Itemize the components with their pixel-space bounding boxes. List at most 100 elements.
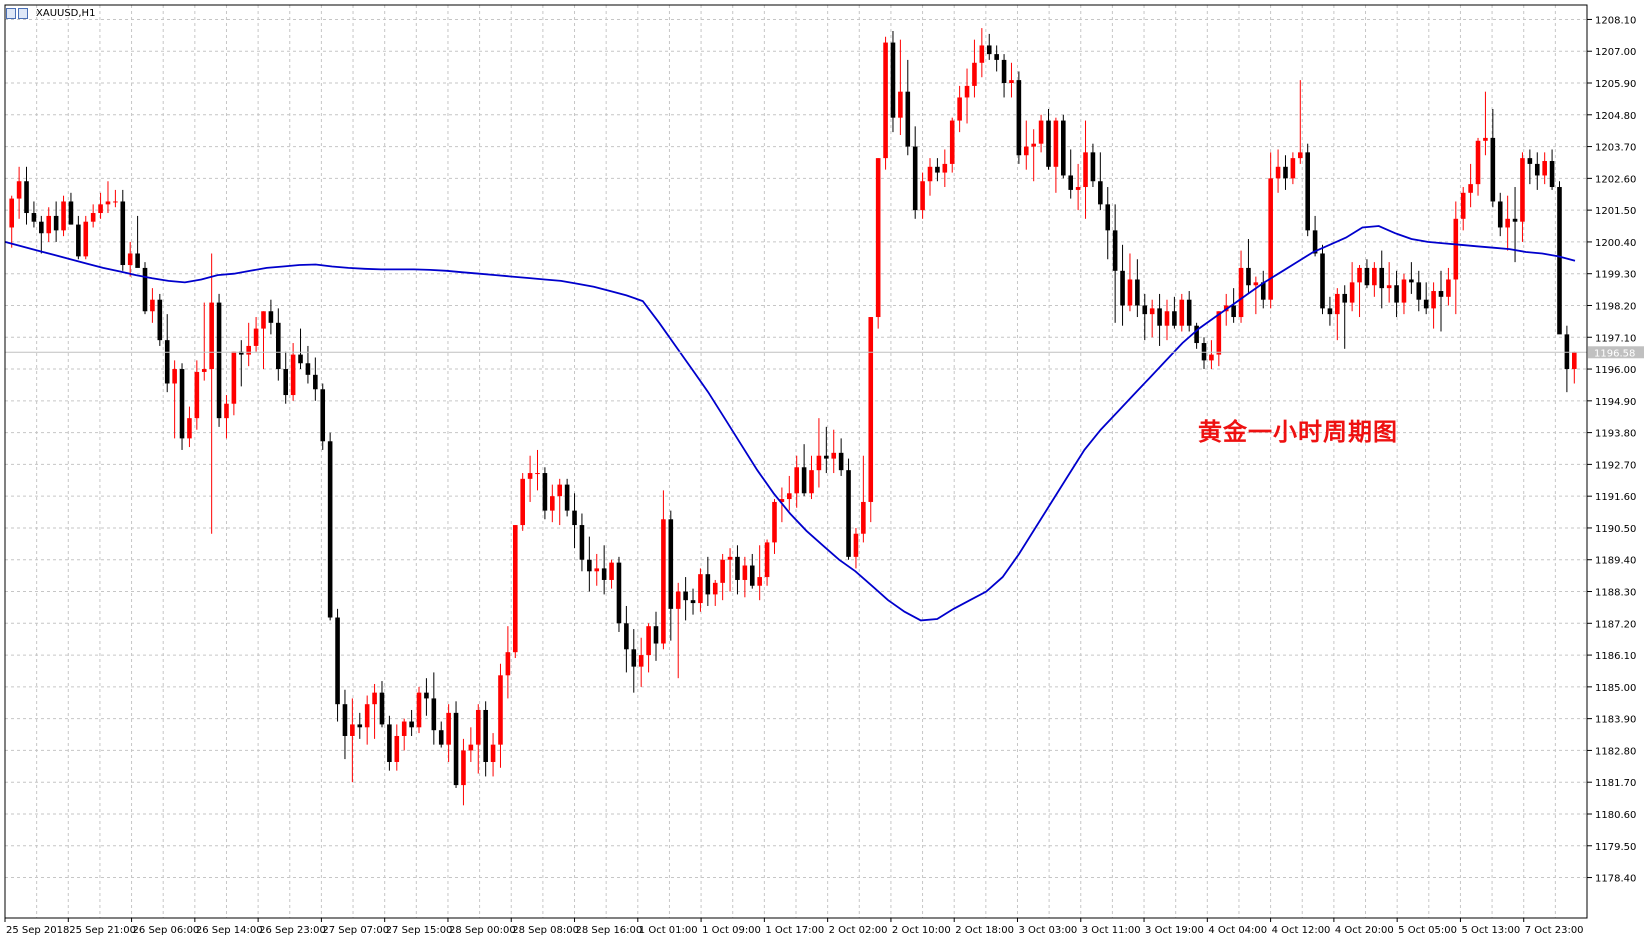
candle-body: [816, 455, 822, 471]
candle-body: [1320, 253, 1325, 309]
candle-body: [1483, 137, 1488, 141]
candle-body: [727, 556, 733, 560]
candle-body: [216, 302, 222, 419]
candle-body: [1083, 152, 1088, 188]
candle-body: [164, 340, 170, 384]
candle-body: [979, 45, 985, 63]
candle-body: [61, 201, 66, 231]
candle-body: [157, 299, 163, 341]
candle-body: [1283, 166, 1288, 179]
x-tick-label: 4 Oct 04:00: [1208, 925, 1267, 936]
candle-body: [898, 91, 903, 118]
candle-body: [68, 201, 74, 225]
candle-body: [520, 478, 525, 526]
y-tick-label: 1194.90: [1595, 397, 1636, 408]
candle-body: [757, 577, 762, 586]
x-tick-label: 26 Sep 06:00: [133, 925, 200, 936]
candle-body: [720, 559, 725, 583]
candle-body: [972, 62, 977, 86]
candle-body: [1379, 267, 1385, 289]
candle-body: [920, 181, 925, 211]
candle-body: [572, 510, 577, 526]
window-title-label: XAUUSD,H1: [36, 8, 96, 19]
candle-body: [276, 322, 281, 370]
candle-body: [1557, 187, 1562, 335]
candle-body: [1520, 158, 1525, 222]
candle-body: [1475, 140, 1481, 185]
candle-body: [238, 351, 244, 355]
candle-body: [1105, 204, 1111, 231]
candle-body: [268, 311, 274, 323]
candle-body: [912, 146, 918, 211]
y-tick-label: 1197.10: [1595, 333, 1636, 344]
candle-body: [1046, 120, 1051, 167]
candle-body: [179, 369, 185, 439]
candle-body: [1009, 80, 1014, 84]
candle-body: [24, 181, 29, 214]
candle-body: [120, 201, 126, 266]
candle-body: [39, 221, 44, 234]
candle-body: [1364, 267, 1370, 286]
current-price-label: 1196.58: [1594, 348, 1635, 359]
candle-body: [735, 556, 740, 580]
x-tick-label: 26 Sep 14:00: [196, 925, 263, 936]
candle-body: [231, 351, 237, 404]
candle-body: [461, 750, 466, 786]
candle-body: [76, 224, 81, 257]
candle-body: [1312, 230, 1318, 254]
candle-body: [98, 204, 103, 214]
x-tick-label: 27 Sep 07:00: [322, 925, 389, 936]
candle-body: [1201, 343, 1207, 361]
candle-body: [527, 473, 533, 479]
y-tick-label: 1202.60: [1595, 174, 1636, 185]
candle-body: [1127, 279, 1133, 306]
y-tick-label: 1178.40: [1595, 874, 1636, 885]
candle-body: [801, 467, 807, 494]
candle-body: [1075, 187, 1081, 190]
candle-body: [1342, 293, 1348, 303]
plot-frame: [4, 4, 1588, 919]
candle-body: [1497, 201, 1503, 228]
window-title: XAUUSD,H1: [6, 8, 95, 19]
chart-window-icon: [6, 8, 30, 19]
y-tick-label: 1179.50: [1595, 842, 1636, 853]
candle-body: [1305, 152, 1310, 231]
candle-body: [624, 623, 629, 650]
y-tick-label: 1182.80: [1595, 746, 1636, 757]
x-tick-label: 1 Oct 09:00: [702, 925, 761, 936]
candle-body: [90, 213, 96, 222]
candle-body: [1542, 161, 1547, 176]
x-tick-label: 7 Oct 23:00: [1525, 925, 1584, 936]
candle-body: [379, 692, 385, 725]
candle-body: [861, 501, 866, 534]
y-tick-label: 1201.50: [1595, 206, 1636, 217]
candle-body: [1157, 308, 1162, 326]
candle-body: [1023, 146, 1029, 156]
candle-body: [483, 709, 488, 762]
y-tick-label: 1187.20: [1595, 619, 1636, 630]
candle-body: [394, 735, 400, 762]
candle-body: [475, 709, 481, 745]
y-tick-label: 1180.60: [1595, 810, 1636, 821]
candle-body: [883, 42, 888, 159]
candle-body: [594, 568, 600, 572]
candle-body: [853, 533, 859, 557]
x-tick-label: 3 Oct 19:00: [1145, 925, 1204, 936]
candle-body: [53, 215, 59, 231]
x-tick-label: 28 Sep 08:00: [512, 925, 579, 936]
x-tick-label: 1 Oct 01:00: [639, 925, 698, 936]
y-tick-label: 1203.70: [1595, 143, 1636, 154]
candle-body: [9, 198, 14, 228]
candle-body: [1327, 308, 1333, 315]
candle-body: [1505, 218, 1510, 228]
candle-body: [542, 473, 548, 511]
candle-body: [1446, 279, 1451, 297]
candle-body: [1172, 311, 1177, 326]
candle-body: [431, 698, 437, 731]
moving-average-line: [4, 225, 1576, 622]
x-tick-label: 28 Sep 16:00: [576, 925, 643, 936]
candle-body: [1349, 282, 1355, 303]
y-tick-label: 1193.80: [1595, 429, 1636, 440]
